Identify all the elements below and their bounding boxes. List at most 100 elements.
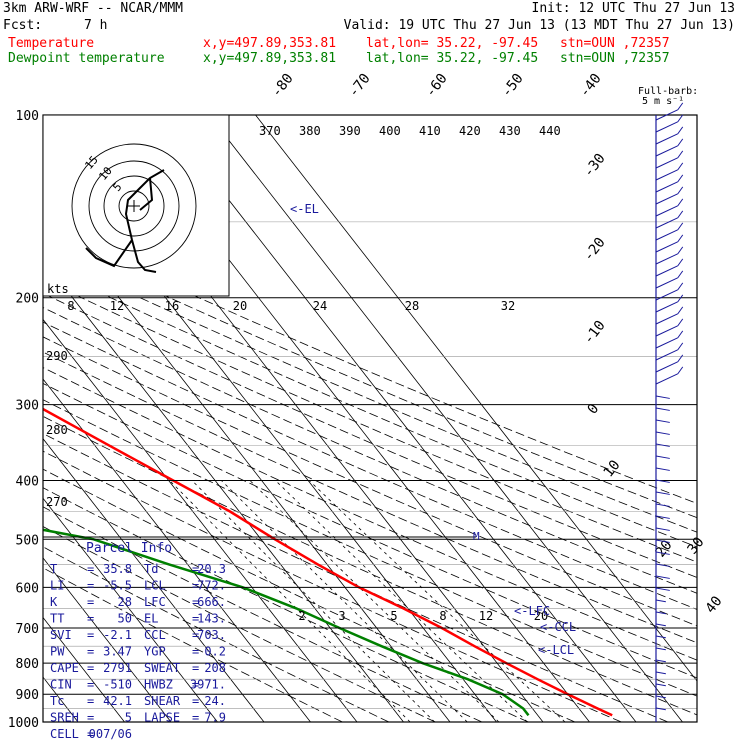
- plot-frame: [42, 114, 698, 723]
- parcel-eq: =: [192, 595, 199, 609]
- isotherm-label: -80: [269, 71, 297, 101]
- wind-barb: [655, 515, 670, 519]
- isotherm-label: -60: [423, 71, 451, 101]
- theta-label: 380: [299, 124, 321, 138]
- parcel-label: PW: [50, 645, 65, 659]
- parcel-value: 24.: [204, 694, 226, 708]
- parcel-label: K: [50, 595, 58, 609]
- hodograph-ring: [103, 175, 165, 237]
- theta-label: 400: [379, 124, 401, 138]
- wind-barb-flag: [677, 234, 684, 243]
- barb-scale-units: 5 m s⁻¹: [642, 96, 684, 107]
- wind-barb-flag: [677, 198, 684, 207]
- parcel-eq: =: [192, 628, 199, 642]
- parcel-info-title: Parcel Info: [86, 541, 172, 556]
- wind-barb-flag: [677, 162, 684, 171]
- parcel-eq: =: [192, 645, 199, 659]
- parcel-eq: =: [87, 595, 94, 609]
- pressure-tick-label: 800: [16, 657, 39, 672]
- wind-barb-flag: [677, 174, 684, 183]
- wind-barb: [655, 181, 678, 193]
- wind-barb: [655, 289, 678, 301]
- isotherm-label: -40: [577, 71, 605, 101]
- isotherm-label: 10: [601, 457, 624, 480]
- wind-barb: [655, 229, 678, 241]
- wind-barb-flag: [677, 342, 684, 351]
- mixing-ratio-label: 8: [67, 299, 74, 313]
- theta-label: 410: [419, 124, 441, 138]
- isotherm-label: -20: [581, 235, 609, 265]
- model-title: 3km ARW-WRF -- NCAR/MMM: [3, 1, 184, 16]
- wind-barb-flag: [677, 258, 684, 267]
- mixing-ratio-label: 16: [165, 299, 179, 313]
- wind-barb: [655, 707, 666, 711]
- parcel-label: SVI: [50, 628, 72, 642]
- parcel-label: LI: [50, 579, 64, 593]
- isotherm-line: [43, 616, 125, 722]
- wind-barb: [655, 193, 678, 205]
- wind-barb: [655, 671, 666, 675]
- theta-label: 420: [459, 124, 481, 138]
- wind-barb: [655, 217, 678, 229]
- wind-barb-flag: [677, 294, 684, 303]
- isotherm-line: [43, 318, 358, 722]
- wind-barb: [655, 325, 678, 337]
- pressure-tick-label: 500: [16, 533, 39, 548]
- parcel-value: 772.: [197, 579, 226, 593]
- isotherm-line: [43, 557, 172, 722]
- temp-stn: stn=OUN ,72357: [560, 36, 670, 51]
- wind-barb: [655, 647, 666, 651]
- wind-barb: [655, 109, 678, 121]
- pressure-tick-label: 300: [16, 399, 39, 414]
- mixing-ratio-label: 8: [439, 609, 446, 623]
- isotherm-line: [43, 497, 218, 722]
- isotherm-label: 30: [685, 534, 708, 557]
- mixing-ratio-line: [308, 480, 566, 722]
- pressure-tick-label: 400: [16, 474, 39, 489]
- wind-barb-flag: [677, 306, 684, 315]
- theta-label-left: 270: [46, 495, 68, 509]
- wind-barb: [655, 683, 666, 687]
- parcel-box-frame: [42, 536, 476, 722]
- parcel-label: LFC: [144, 595, 166, 609]
- mixing-ratio-label: 24: [313, 299, 327, 313]
- parcel-eq: =: [192, 694, 199, 708]
- wind-barb-flag: [677, 354, 684, 363]
- isotherm-line: [208, 115, 683, 722]
- parcel-value: 0.2: [204, 645, 226, 659]
- wind-barb: [655, 157, 678, 169]
- parcel-value: 5: [125, 711, 132, 725]
- parcel-value: 7.9: [204, 711, 226, 725]
- parcel-label: CELL: [50, 727, 79, 740]
- wind-barb-flag: [677, 186, 684, 195]
- wind-barb: [655, 539, 670, 543]
- valid-time: Valid: 19 UTC Thu 27 Jun 13 (13 MDT Thu …: [343, 18, 735, 33]
- parcel-label: SREH: [50, 711, 79, 725]
- mixing-ratio-line: [249, 480, 500, 722]
- dew-legend-label: Dewpoint temperature: [8, 51, 165, 66]
- isotherm-line: [255, 115, 697, 682]
- parcel-eq: =: [192, 661, 199, 675]
- parcel-label: T: [50, 562, 57, 576]
- sounding-temperature-line: [43, 407, 613, 717]
- parcel-value: 35.8: [103, 562, 132, 576]
- wind-barb-flag: [677, 246, 684, 255]
- parcel-eq: =: [192, 612, 199, 626]
- wind-barb: [655, 431, 670, 435]
- init-time: Init: 12 UTC Thu 27 Jun 13: [531, 1, 736, 16]
- isotherm-label: -30: [581, 151, 609, 181]
- hodograph-units: kts: [47, 282, 69, 296]
- wind-barb: [655, 587, 670, 591]
- wind-barb: [655, 313, 678, 325]
- parcel-eq: =: [87, 727, 94, 740]
- pressure-tick-label: 700: [16, 622, 39, 637]
- wind-barb: [655, 169, 678, 181]
- wind-barb-flag: [677, 270, 684, 279]
- wind-barb-flag: [677, 222, 684, 231]
- wind-barb: [655, 407, 670, 411]
- theta-label: 390: [339, 124, 361, 138]
- wind-barb: [655, 575, 670, 579]
- dew-xy: x,y=497.89,353.81: [203, 51, 337, 66]
- parcel-value: 666.: [197, 595, 226, 609]
- wind-barb: [655, 145, 678, 157]
